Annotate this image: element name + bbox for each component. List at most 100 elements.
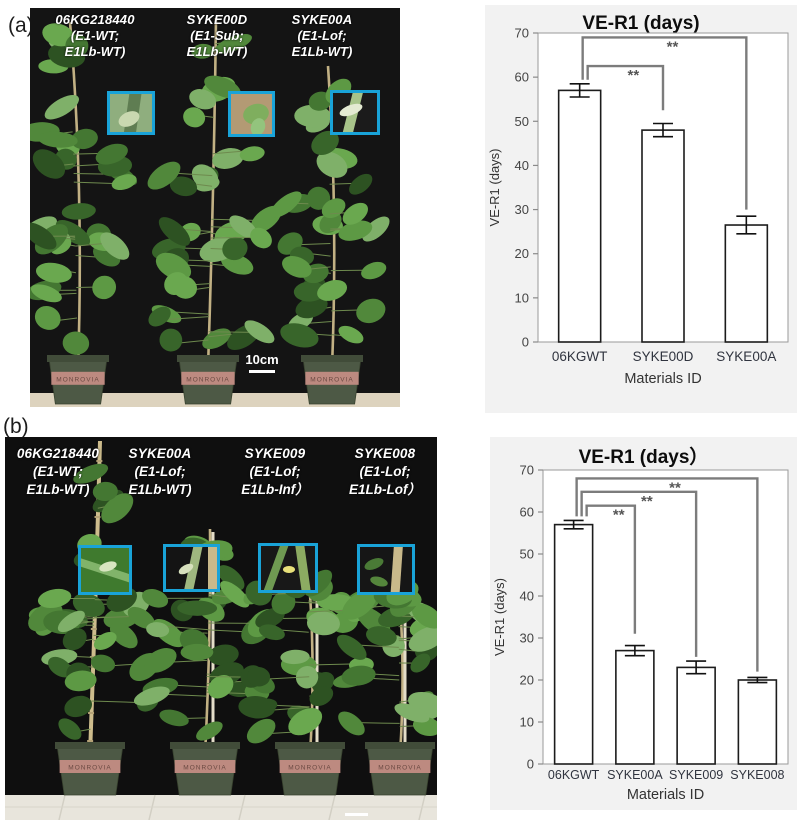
leaf xyxy=(65,34,89,58)
pot-rim xyxy=(275,742,345,749)
x-category-label: 06KGWT xyxy=(548,768,600,782)
leaf xyxy=(282,255,312,278)
pot-rim xyxy=(170,742,240,749)
plant-photo-b-scene: MONROVIA MONROVIA MONROVIA MONROVIA xyxy=(5,437,437,820)
pot-label-band xyxy=(305,371,359,385)
leaf xyxy=(246,718,276,744)
leaf xyxy=(394,703,430,723)
significance-stars: ** xyxy=(667,38,679,55)
leaf xyxy=(44,94,80,120)
y-tick-label: 60 xyxy=(515,70,529,85)
leaf xyxy=(109,622,138,649)
scale-bar-line xyxy=(345,813,368,816)
plant-label: SYKE00D (E1-Sub; E1Lb-WT) xyxy=(152,12,282,60)
bar-06KGWT xyxy=(557,89,602,343)
significance-stars: ** xyxy=(669,479,681,496)
significance-stars: ** xyxy=(613,507,625,524)
leaf xyxy=(62,331,90,355)
plant-photo-a: MONROVIA MONROVIA MONROVIA 06KG218440 (E1-… xyxy=(30,8,400,407)
genotype-line: (E1-Lof; xyxy=(134,464,186,479)
leaf xyxy=(214,33,252,54)
x-category-label: SYKE009 xyxy=(669,768,723,782)
leaf xyxy=(311,130,339,156)
genotype-line: (E1-WT; xyxy=(70,28,120,43)
leaf xyxy=(250,227,272,249)
y-tick-label: 30 xyxy=(515,202,529,217)
plant-label: SYKE009 (E1-Lof; E1Lb-Inf） xyxy=(222,445,328,499)
leaf xyxy=(238,695,276,719)
genotype-name: 06KG218440 xyxy=(16,446,100,461)
x-category-label: 06KGWT xyxy=(552,349,608,364)
bar-chart-a: VE-R1 (days) 0 10 20 30 40 50 60 70 VE-R1 (days) 0… xyxy=(485,5,797,413)
leaf xyxy=(309,686,334,707)
leaf xyxy=(208,644,239,666)
y-tick-label: 70 xyxy=(515,26,529,41)
leaf xyxy=(293,281,326,302)
leaf xyxy=(408,625,437,652)
leaf xyxy=(93,632,117,650)
leaf xyxy=(133,686,170,706)
chart-title: VE-R1 (days) xyxy=(582,13,699,34)
pot-rim xyxy=(47,355,109,362)
genotype-line: E1Lb-WT) xyxy=(128,482,192,497)
leaf xyxy=(410,653,431,673)
leaf xyxy=(411,603,437,629)
y-tick-label: 0 xyxy=(522,335,529,350)
leaf xyxy=(239,146,265,162)
genotype-line: (E1-Lof; xyxy=(249,464,301,479)
leaf xyxy=(280,649,310,665)
leaf xyxy=(62,627,87,651)
pot-rim xyxy=(365,742,435,749)
leaf xyxy=(229,215,257,239)
panel-b-tag: (b) xyxy=(3,415,29,438)
leaf xyxy=(30,222,57,250)
genotype-name: SYKE00A xyxy=(128,446,192,461)
leaf xyxy=(159,328,183,352)
pot-brand-text: MONROVIA xyxy=(288,765,331,772)
leaf xyxy=(366,626,397,646)
leaf xyxy=(71,128,98,150)
bar-SYKE00A xyxy=(724,224,769,343)
leaf xyxy=(317,279,348,301)
leaf xyxy=(144,648,177,673)
genotype-name: SYKE008 xyxy=(354,446,416,461)
leaf xyxy=(30,284,62,303)
bar-SYKE008 xyxy=(737,679,778,765)
leaf xyxy=(349,173,373,195)
genotype-line: (E1-Lof; xyxy=(297,28,347,43)
leaf xyxy=(37,131,78,148)
plant-label: 06KG218440 (E1-WT; E1Lb-WT) xyxy=(30,12,160,60)
leaf xyxy=(64,670,97,692)
leaf xyxy=(159,709,189,727)
leaf xyxy=(35,262,72,283)
leaf xyxy=(338,325,364,344)
leaf xyxy=(42,23,75,47)
pot-label-band xyxy=(279,760,341,773)
scale-bar-line xyxy=(249,370,275,373)
leaf xyxy=(202,328,231,350)
leaf xyxy=(189,89,216,110)
leaf xyxy=(172,276,198,299)
bar-SYKE009 xyxy=(676,666,716,765)
y-axis-label: VE-R1 (days) xyxy=(487,148,502,226)
bar-chart-b: VE-R1 (days） 0 10 20 30 40 50 60 70 VE-R1 (days) 0… xyxy=(490,437,797,810)
leaf xyxy=(306,611,340,636)
leaf xyxy=(191,43,214,59)
leaf xyxy=(183,107,206,128)
leaf xyxy=(61,203,96,220)
leaf xyxy=(271,591,296,615)
significance-stars: ** xyxy=(641,493,653,510)
scale-bar-label: 10cm xyxy=(245,352,279,367)
pot-label-band xyxy=(59,760,121,773)
pot-brand-text: MONROVIA xyxy=(186,376,229,383)
pot-brand-text: MONROVIA xyxy=(310,376,353,383)
significance-bracket xyxy=(575,477,759,672)
leaf xyxy=(356,298,386,324)
y-tick-label: 30 xyxy=(520,631,534,646)
leaf xyxy=(180,643,214,661)
genotype-line: E1Lb-Inf） xyxy=(241,482,309,497)
leaf xyxy=(258,624,285,641)
leaf xyxy=(148,306,171,327)
leaf xyxy=(48,656,73,678)
y-tick-label: 10 xyxy=(515,290,529,305)
